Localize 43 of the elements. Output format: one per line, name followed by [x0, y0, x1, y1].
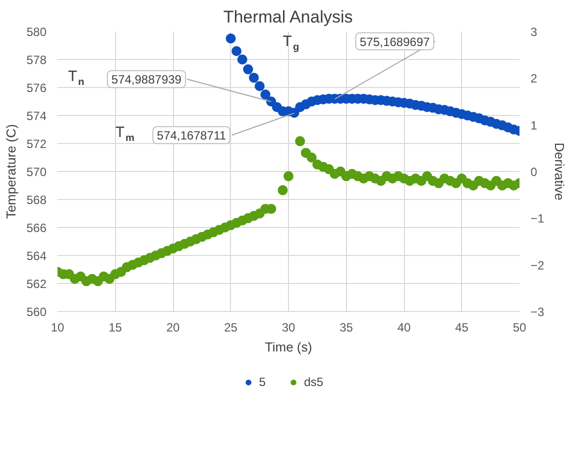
y-tick-label: 568 — [26, 193, 47, 207]
x-tick-label: 50 — [512, 320, 526, 334]
y-tick-label: 578 — [26, 53, 47, 67]
y2-tick-label: 3 — [530, 25, 538, 39]
point — [226, 34, 236, 44]
point — [260, 90, 270, 100]
point — [243, 64, 254, 74]
y-tick-label: 576 — [26, 81, 47, 95]
y-tick-label: 566 — [26, 221, 47, 235]
y-tick-label: 580 — [26, 25, 47, 39]
y2-axis-title: Derivative — [552, 142, 568, 200]
point — [237, 54, 248, 64]
annotation: 575,1689697 — [360, 34, 430, 49]
y-tick-label: 560 — [26, 305, 47, 319]
x-tick-label: 40 — [397, 320, 411, 334]
legend-label: 5 — [259, 375, 267, 389]
y-tick-label: 570 — [26, 165, 47, 179]
x-tick-label: 25 — [224, 320, 238, 334]
annotation: 574,9887939 — [111, 72, 182, 87]
y2-tick-label: −3 — [530, 305, 545, 319]
y2-tick-label: 0 — [530, 165, 538, 179]
x-tick-label: 35 — [340, 320, 354, 334]
y-axis-title: Temperature (C) — [3, 124, 18, 219]
point — [232, 46, 242, 56]
y-tick-label: 562 — [26, 277, 47, 291]
y2-tick-label: 2 — [530, 72, 538, 86]
y-tick-label: 564 — [26, 249, 47, 263]
x-tick-label: 10 — [50, 320, 64, 334]
y2-tick-label: −2 — [530, 258, 545, 272]
y-tick-label: 572 — [26, 137, 47, 151]
y2-tick-label: −1 — [530, 212, 545, 226]
y2-tick-label: 1 — [530, 118, 538, 132]
chart-title: Thermal Analysis — [223, 8, 353, 26]
x-tick-label: 30 — [282, 320, 296, 334]
annotation: 574,1678711 — [156, 128, 226, 143]
x-tick-label: 20 — [166, 320, 180, 334]
x-axis-title: Time (s) — [264, 340, 312, 354]
legend-label: ds5 — [304, 375, 324, 389]
x-tick-label: 15 — [108, 320, 122, 334]
x-tick-label: 45 — [455, 320, 469, 334]
point — [248, 72, 259, 83]
y-tick-label: 574 — [26, 109, 47, 123]
point — [254, 81, 265, 92]
